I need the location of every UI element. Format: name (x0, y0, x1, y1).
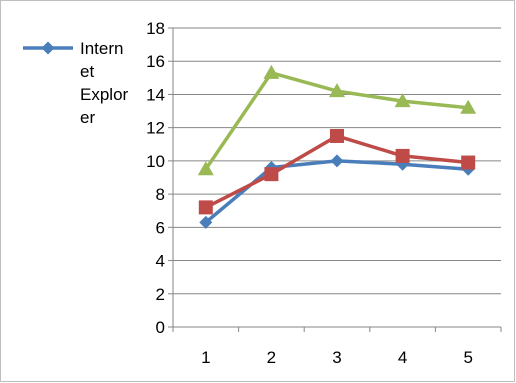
legend-label-line: Explor (80, 85, 129, 104)
legend: Intern et Explor er (23, 39, 129, 127)
series-2-point (264, 167, 279, 182)
y-tick-label: 16 (146, 52, 165, 71)
legend-label-line: er (80, 108, 95, 127)
x-tick-label: 3 (332, 348, 341, 367)
series-2-point (198, 200, 213, 215)
y-tick-label: 14 (146, 85, 165, 104)
series-1-point (199, 215, 213, 229)
y-tick-label: 10 (146, 152, 165, 171)
x-tick-label: 5 (463, 348, 472, 367)
y-tick-label: 8 (156, 185, 165, 204)
y-tick-label: 18 (146, 19, 165, 38)
series-2 (198, 128, 476, 215)
x-tick-label: 2 (267, 348, 276, 367)
y-tick-label: 6 (156, 218, 165, 237)
series-2-point (395, 148, 410, 163)
series-lines (197, 64, 477, 229)
y-axis-tick-labels: 0 2 4 6 8 10 12 14 16 18 (146, 19, 165, 337)
series-3-point (329, 83, 345, 98)
x-tick-label: 4 (398, 348, 407, 367)
series-3 (197, 64, 477, 176)
y-tick-label: 2 (156, 285, 165, 304)
x-tick-label: 1 (201, 348, 210, 367)
series-1-line (204, 159, 469, 224)
x-axis-tick-labels: 1 2 3 4 5 (201, 348, 473, 367)
legend-label-line: Intern (80, 39, 123, 58)
series-3-point (263, 64, 280, 79)
series-3-point (394, 93, 411, 108)
y-tick-label: 0 (156, 318, 165, 337)
y-tick-label: 4 (156, 252, 165, 271)
series-3-point (197, 161, 214, 176)
series-2-point (461, 155, 476, 170)
axes (168, 27, 502, 332)
series-1-point (330, 154, 344, 168)
legend-marker-diamond-icon (41, 41, 55, 55)
series-2-point (330, 128, 344, 143)
series-2-line (205, 134, 469, 209)
y-tick-label: 12 (146, 119, 165, 138)
series-3-point (460, 99, 477, 114)
legend-label-line: et (80, 62, 94, 81)
